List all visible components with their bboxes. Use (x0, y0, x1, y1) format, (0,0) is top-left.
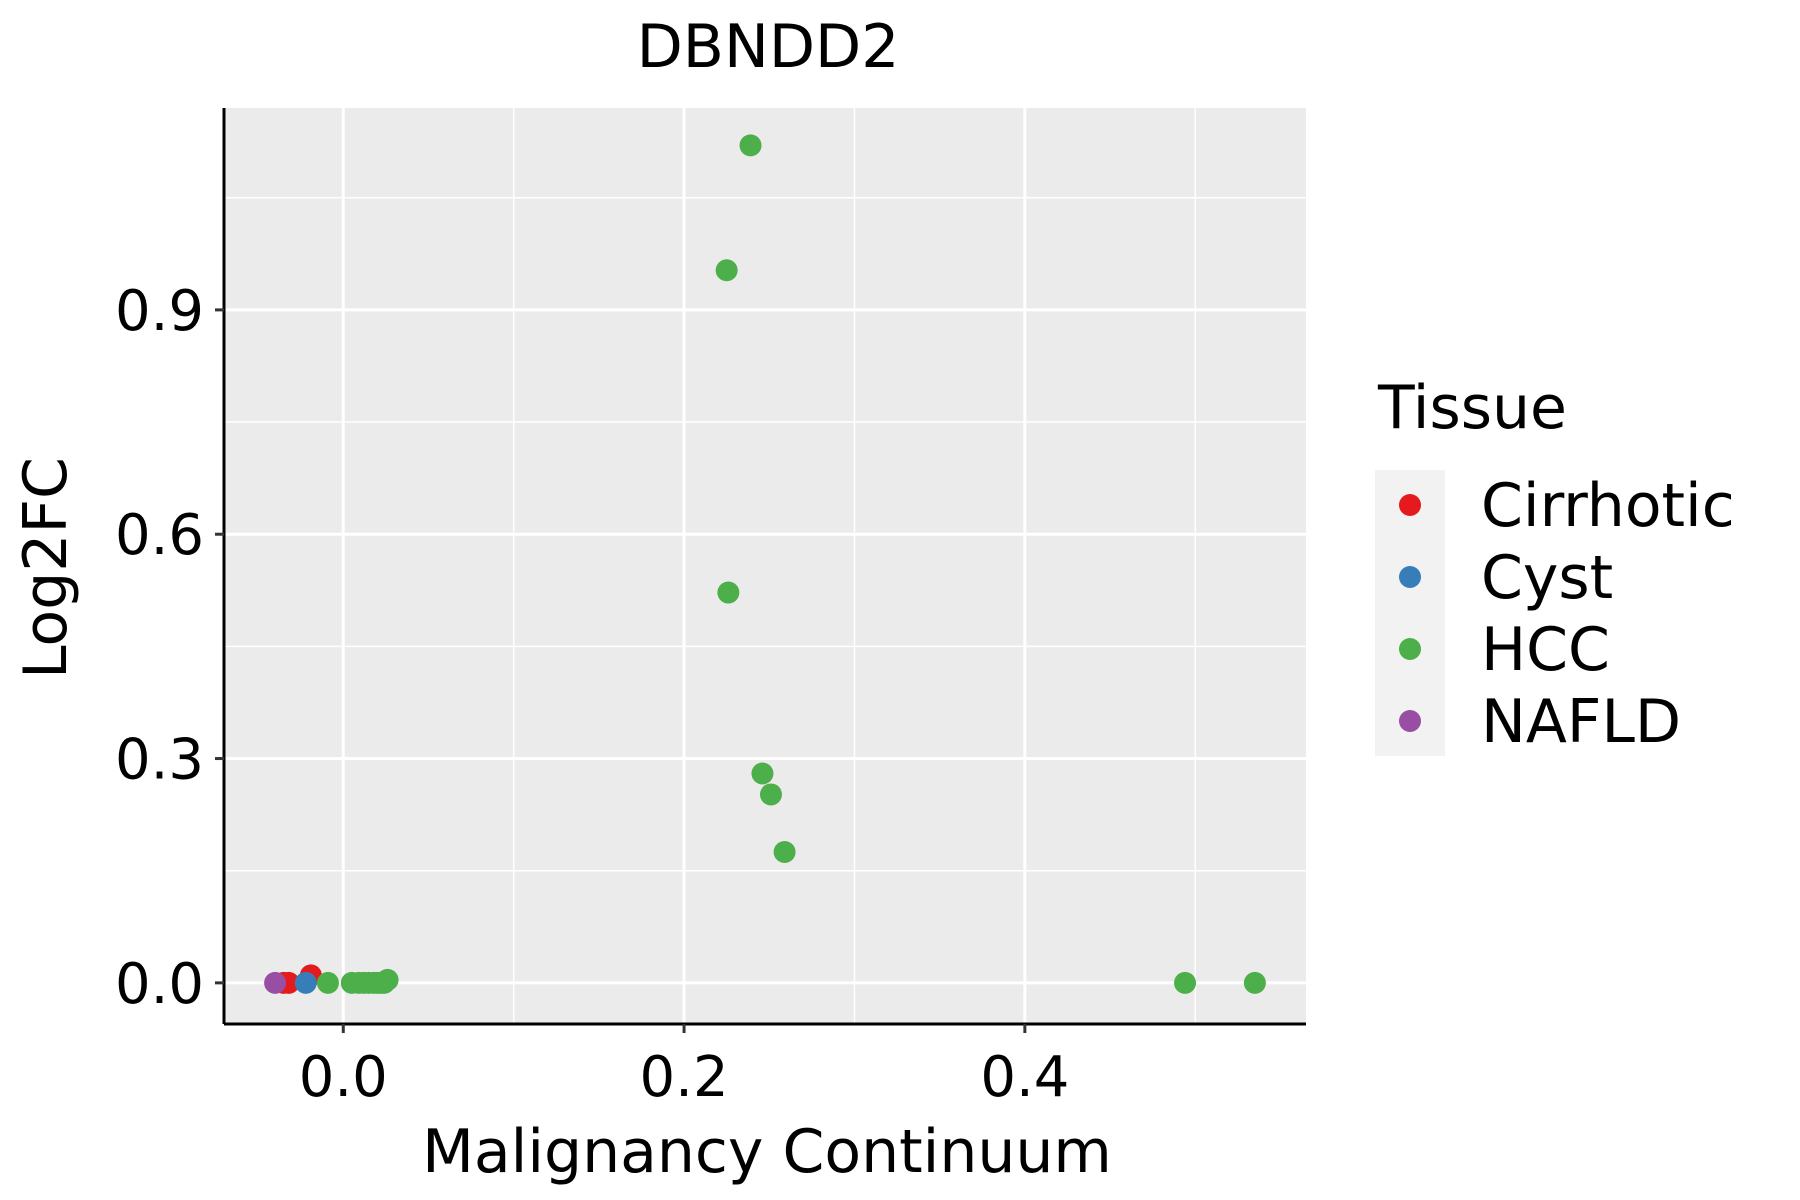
point-hcc (715, 259, 738, 282)
point-hcc (717, 581, 740, 604)
y-tick-label: 0.6 (115, 503, 204, 568)
legend-key-background (1375, 470, 1445, 756)
legend-label-nafld: NAFLD (1481, 687, 1681, 757)
panel-background (224, 108, 1306, 1024)
y-tick-label: 0.3 (115, 728, 204, 793)
legend-title: Tissue (1377, 373, 1567, 443)
plot-panel (224, 108, 1306, 1024)
grid (224, 108, 1306, 1024)
x-axis-title: Malignancy Continuum (422, 1117, 1112, 1187)
x-tick-label: 0.4 (980, 1045, 1069, 1110)
point-cyst (294, 971, 317, 994)
y-tick-label: 0.9 (115, 279, 204, 344)
legend-key-nafld (1399, 710, 1421, 732)
y-tick-label: 0.0 (115, 952, 204, 1017)
legend-key-hcc (1399, 638, 1421, 660)
x-tick-label: 0.0 (299, 1045, 388, 1110)
axes: 0.0 0.2 0.4 0.0 0.3 0.6 0.9 (115, 108, 1306, 1110)
y-axis-title: Log2FC (11, 457, 81, 679)
legend-key-cirrhotic (1399, 494, 1421, 516)
point-hcc (1243, 971, 1266, 994)
point-hcc (773, 841, 796, 864)
x-tick-label: 0.2 (640, 1045, 729, 1110)
legend-label-cirrhotic: Cirrhotic (1481, 471, 1735, 541)
legend-key-cyst (1399, 566, 1421, 588)
data-points (264, 134, 1266, 994)
legend-label-cyst: Cyst (1481, 543, 1613, 613)
point-hcc (739, 134, 762, 157)
point-hcc (316, 971, 339, 994)
point-hcc (376, 968, 399, 991)
chart-title: DBNDD2 (637, 12, 900, 82)
point-hcc (1174, 971, 1197, 994)
point-nafld (264, 971, 287, 994)
point-hcc (759, 783, 782, 806)
point-hcc (751, 762, 774, 785)
legend-label-hcc: HCC (1481, 615, 1610, 685)
